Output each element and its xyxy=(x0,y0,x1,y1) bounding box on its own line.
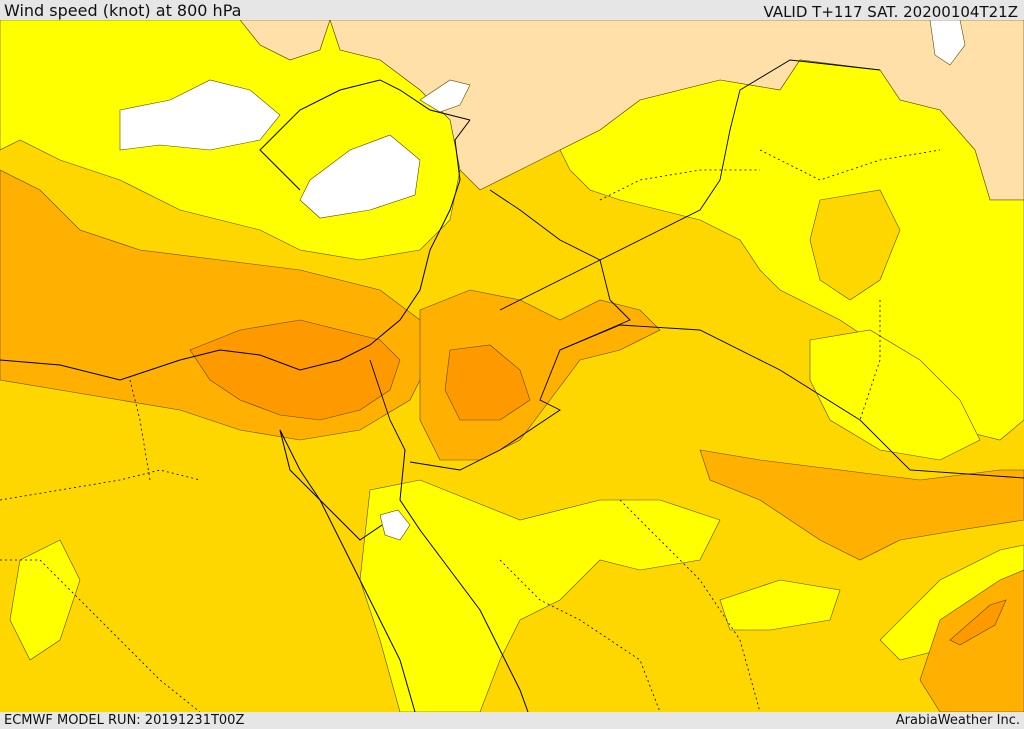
field-yellow-central-east xyxy=(809,329,981,461)
coast-red-sea-east xyxy=(399,449,529,712)
map-footer: ECMWF MODEL RUN: 20191231T00Z ArabiaWeat… xyxy=(0,712,1024,729)
field-orange-egypt xyxy=(189,319,401,421)
field-yellow-se xyxy=(879,544,1024,661)
border-egypt-sudan-left xyxy=(369,359,406,451)
internal-borders xyxy=(0,149,941,712)
border-iraq-syria xyxy=(489,59,881,261)
coast-red-sea-west xyxy=(279,429,416,712)
coast-turkey xyxy=(259,79,471,191)
field-white-north xyxy=(419,79,471,113)
border-jordan xyxy=(409,259,631,471)
field-yellow-s2 xyxy=(719,579,841,631)
coast-levant xyxy=(0,119,471,381)
field-yellow-east-blob xyxy=(809,189,901,301)
border-iraq-saudi xyxy=(559,324,1024,479)
field-white-ne xyxy=(929,20,966,66)
map-header: Wind speed (knot) at 800 hPa VALID T+117… xyxy=(0,0,1024,22)
wind-speed-map xyxy=(0,20,1024,712)
field-white-aegean xyxy=(119,79,281,151)
valid-time-label: VALID T+117 SAT. 20200104T21Z xyxy=(763,3,1018,21)
field-yellow-sw xyxy=(9,539,81,661)
field-orange-se xyxy=(949,599,1007,646)
field-white-cyprus xyxy=(299,134,421,219)
field-amber-south-east xyxy=(699,449,1024,561)
model-run-label: ECMWF MODEL RUN: 20191231T00Z xyxy=(4,713,245,728)
map-title: Wind speed (knot) at 800 hPa xyxy=(4,1,242,20)
coast-gulf-suez xyxy=(279,429,383,541)
field-yellow-south xyxy=(359,479,721,712)
field-white-aqaba xyxy=(379,509,411,541)
field-orange-jordan xyxy=(444,344,531,421)
coastlines xyxy=(0,79,529,712)
credit-label: ArabiaWeather Inc. xyxy=(895,713,1020,728)
borders xyxy=(369,59,1024,479)
